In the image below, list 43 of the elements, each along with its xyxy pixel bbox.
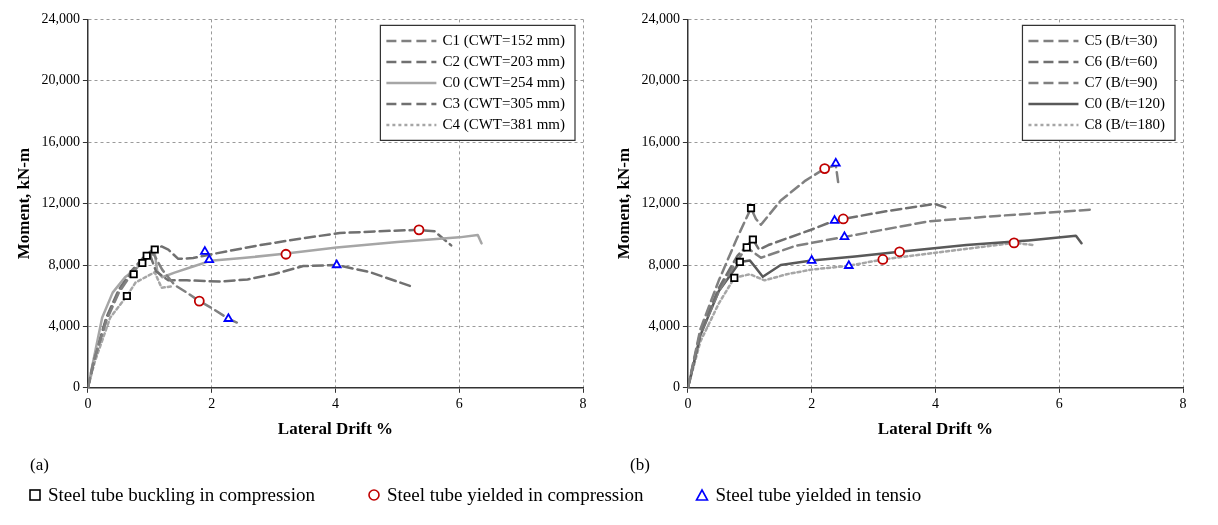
y-tick-label: 20,000 [41, 72, 80, 88]
x-tick-label: 0 [684, 395, 692, 411]
y-tick-label: 20,000 [641, 72, 680, 88]
x-tick-label: 2 [208, 395, 216, 411]
x-tick-label: 4 [931, 395, 939, 411]
y-tick-label: 24,000 [641, 11, 680, 27]
x-tick-label: 2 [808, 395, 816, 411]
y-tick-label: 0 [72, 379, 80, 395]
y-axis-title: Moment, kN-m [13, 147, 33, 260]
legend-label: C6 (B/t=60) [1084, 52, 1158, 70]
legend-label: C8 (B/t=180) [1084, 115, 1165, 133]
legend-label: C4 (CWT=381 mm) [442, 115, 566, 133]
legend-label: C3 (CWT=305 mm) [442, 94, 566, 112]
text: Steel tube buckling in compression [47, 484, 316, 506]
y-tick-label: 24,000 [41, 11, 80, 27]
legend-label: C0 (B/t=120) [1084, 94, 1165, 112]
text: Steel tube yielded in tensio [714, 484, 922, 506]
legend-label: C1 (CWT=152 mm) [442, 31, 566, 49]
legend-label: C5 (B/t=30) [1084, 31, 1158, 49]
x-tick-label: 8 [579, 395, 587, 411]
y-axis-title: Moment, kN-m [613, 147, 633, 260]
y-tick-label: 4,000 [48, 318, 80, 334]
y-tick-label: 16,000 [41, 133, 80, 149]
x-tick-label: 4 [331, 395, 339, 411]
x-tick-label: 6 [1055, 395, 1063, 411]
y-tick-label: 16,000 [641, 133, 680, 149]
text: Steel tube yielded in compression [386, 484, 644, 506]
y-tick-label: 8,000 [648, 256, 680, 272]
y-tick-label: 12,000 [641, 195, 680, 211]
y-tick-label: 4,000 [648, 318, 680, 334]
legend-label: C2 (CWT=203 mm) [442, 52, 566, 70]
x-tick-label: 0 [84, 395, 92, 411]
text: (a) [30, 454, 49, 474]
text: (b) [630, 454, 650, 474]
x-axis-title: Lateral Drift % [277, 419, 394, 439]
y-tick-label: 12,000 [41, 195, 80, 211]
legend-label: C0 (CWT=254 mm) [442, 73, 566, 91]
x-axis-title: Lateral Drift % [877, 419, 994, 439]
x-tick-label: 6 [455, 395, 463, 411]
legend-label: C7 (B/t=90) [1084, 73, 1158, 91]
x-tick-label: 8 [1179, 395, 1187, 411]
y-tick-label: 8,000 [48, 256, 80, 272]
y-tick-label: 0 [672, 379, 680, 395]
